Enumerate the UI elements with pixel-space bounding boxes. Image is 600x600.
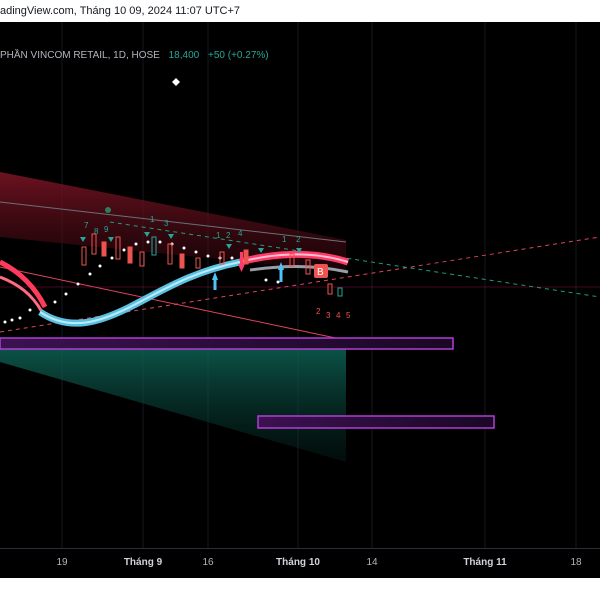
svg-text:4: 4 xyxy=(336,311,341,320)
cyan-up-arrow-icon xyxy=(212,262,284,290)
xaxis-label-2: 16 xyxy=(202,557,214,568)
ribbon-grey xyxy=(249,265,349,274)
support-box-lower xyxy=(257,415,495,429)
svg-text:7: 7 xyxy=(84,221,89,230)
svg-text:1: 1 xyxy=(150,215,155,224)
svg-text:2: 2 xyxy=(226,231,231,240)
grid-lines xyxy=(61,22,577,570)
symbol-price: 18,400 xyxy=(168,50,200,61)
signal-triangles xyxy=(80,232,302,253)
svg-text:2: 2 xyxy=(316,307,321,316)
ribbon-red-left-inner xyxy=(0,275,44,313)
support-channel xyxy=(0,340,346,462)
ribbon-cyan xyxy=(38,258,241,327)
svg-text:3: 3 xyxy=(164,219,169,228)
sell-label: B xyxy=(314,264,328,278)
support-box-upper xyxy=(0,337,454,350)
svg-text:1: 1 xyxy=(282,235,287,244)
xaxis-label-3: Tháng 10 xyxy=(276,557,320,568)
white-diamond-icon xyxy=(172,78,180,86)
symbol-name: PHẦN VINCOM RETAIL, 1D, HOSE xyxy=(0,50,160,61)
candles xyxy=(81,233,343,297)
footer-bar xyxy=(0,578,600,600)
header-source-text: adingView.com, Tháng 10 09, 2024 11:07 U… xyxy=(0,5,241,17)
svg-text:3: 3 xyxy=(326,311,331,320)
xaxis-label-4: 14 xyxy=(366,557,378,568)
solid-trendline xyxy=(0,266,346,341)
dashed-trendline-up xyxy=(0,236,600,333)
svg-text:5: 5 xyxy=(346,311,351,320)
symbol-legend: PHẦN VINCOM RETAIL, 1D, HOSE 18,400 +50 … xyxy=(0,50,269,61)
chart-area[interactable]: PHẦN VINCOM RETAIL, 1D, HOSE 18,400 +50 … xyxy=(0,22,600,570)
svg-text:8: 8 xyxy=(94,227,99,236)
chart-canvas[interactable]: 78 91 31 24 12 23 45 B xyxy=(0,22,600,570)
svg-text:4: 4 xyxy=(238,229,243,238)
ribbon-cyan-core xyxy=(39,261,241,325)
signal-dot xyxy=(105,207,111,213)
xaxis-label-1: Tháng 9 xyxy=(123,557,163,568)
svg-text:1: 1 xyxy=(216,231,221,240)
svg-text:2: 2 xyxy=(296,235,301,244)
symbol-change: +50 (+0.27%) xyxy=(208,50,269,61)
ribbon-red-left xyxy=(0,259,48,309)
channel-midline xyxy=(0,201,347,243)
red-down-arrow-icon xyxy=(238,252,245,272)
xaxis-label-0: 19 xyxy=(56,557,68,568)
svg-text:9: 9 xyxy=(104,225,109,234)
header-bar: adingView.com, Tháng 10 09, 2024 11:07 U… xyxy=(0,0,600,22)
xaxis-label-5: Tháng 11 xyxy=(463,557,507,568)
time-axis[interactable]: 19 Tháng 9 16 Tháng 10 14 Tháng 11 18 xyxy=(0,548,600,579)
dashed-trendline-down xyxy=(109,221,600,298)
xaxis-label-6: 18 xyxy=(570,557,582,568)
svg-text:B: B xyxy=(317,267,324,278)
ribbon-pink-core xyxy=(239,253,349,263)
